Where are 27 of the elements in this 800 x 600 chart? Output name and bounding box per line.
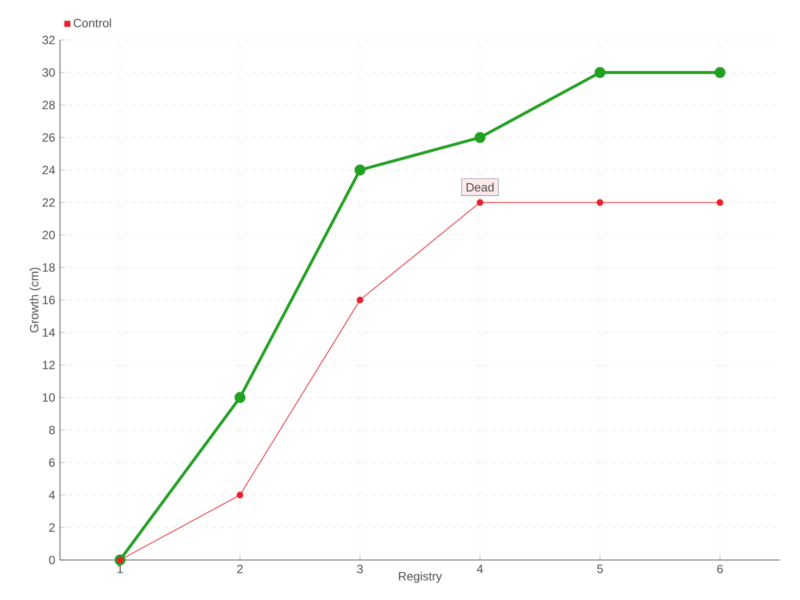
x-axis-title: Registry xyxy=(398,572,442,583)
x-tick-label: 1 xyxy=(118,564,123,573)
y-tick-label: 32 xyxy=(42,36,55,44)
y-tick-label: 28 xyxy=(42,100,55,110)
legend-label: Control xyxy=(74,18,111,28)
y-tick-label: 16 xyxy=(42,296,55,304)
x-tick-label: 4 xyxy=(476,564,483,573)
y-tick-label: 22 xyxy=(42,198,55,207)
x-tick-label: 6 xyxy=(717,564,723,574)
y-axis-title: Growth (cm) xyxy=(30,268,41,332)
y-tick-label: 4 xyxy=(48,490,55,500)
y-tick-label: 2 xyxy=(49,523,55,532)
y-tick-label: 0 xyxy=(49,556,55,564)
x-tick-label: 3 xyxy=(357,564,363,574)
y-tick-label: 10 xyxy=(42,393,55,402)
y-tick-label: 8 xyxy=(49,426,55,434)
x-tick-label: 5 xyxy=(597,564,603,574)
y-tick-label: 20 xyxy=(42,230,55,240)
y-tick-label: 18 xyxy=(42,263,55,272)
y-tick-label: 14 xyxy=(42,328,55,337)
y-tick-label: 6 xyxy=(49,458,55,467)
y-tick-label: 24 xyxy=(42,166,55,174)
y-tick-label: 30 xyxy=(42,68,55,77)
x-tick-label: 2 xyxy=(237,564,243,574)
annotation: Dead xyxy=(466,182,494,192)
y-tick-label: 26 xyxy=(42,133,55,142)
y-tick-label: 12 xyxy=(42,360,55,370)
